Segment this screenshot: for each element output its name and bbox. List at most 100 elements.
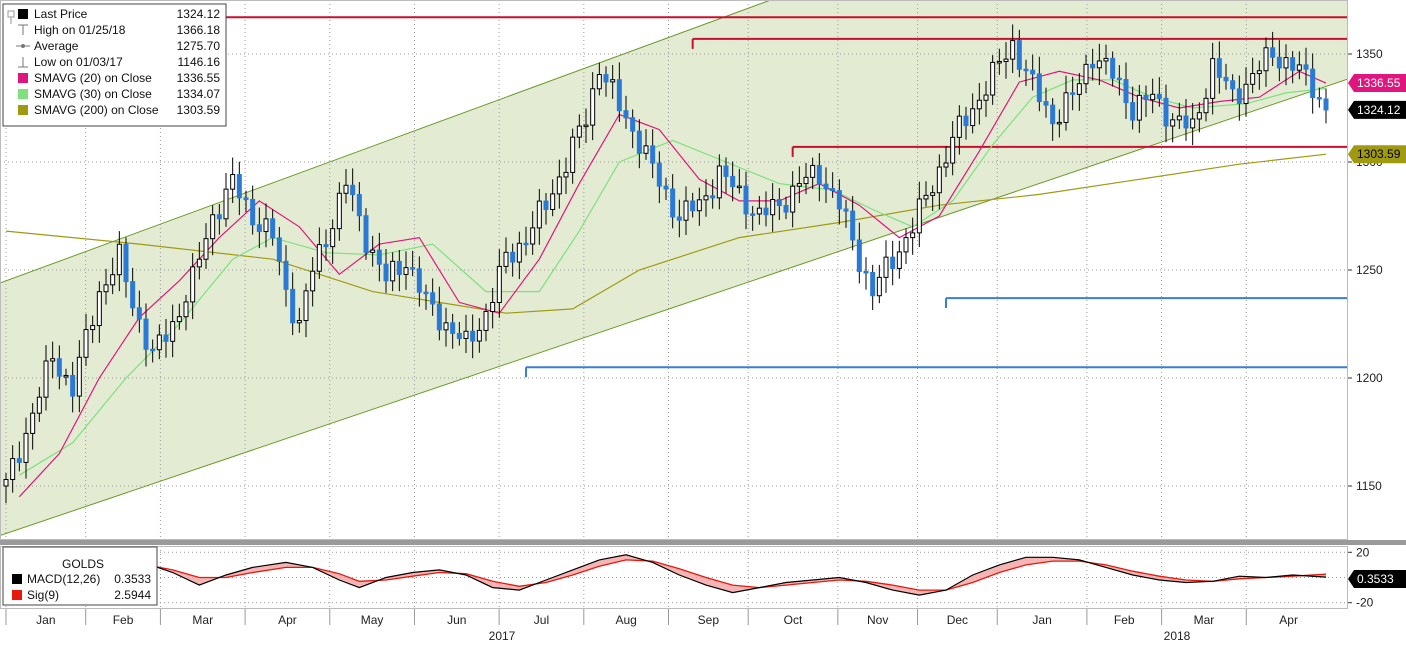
candle-body xyxy=(290,288,296,324)
candle-body xyxy=(176,316,182,323)
x-tick-label: Mar xyxy=(1194,613,1215,627)
candle-body xyxy=(1090,63,1096,69)
candle-body xyxy=(1236,88,1242,104)
candle-body xyxy=(216,214,222,220)
macd-value-tag-label: 0.3533 xyxy=(1357,572,1394,586)
candle-body xyxy=(603,74,609,83)
legend-value: 1146.16 xyxy=(178,55,221,69)
candle-body xyxy=(1270,47,1276,58)
candle-body xyxy=(356,194,362,217)
candle-body xyxy=(1136,94,1142,121)
candle-body xyxy=(890,256,896,270)
x-tick-label: Sep xyxy=(698,613,720,627)
candle-body xyxy=(876,276,882,297)
macd-title: GOLDS xyxy=(62,557,104,571)
candle-body xyxy=(283,260,289,290)
signal-line xyxy=(5,559,1327,591)
candle-body xyxy=(943,162,949,168)
x-tick-label: Oct xyxy=(784,613,803,627)
candle-body xyxy=(56,358,62,377)
macd-line xyxy=(5,554,1327,596)
candle-body xyxy=(770,199,776,216)
candle-body xyxy=(423,291,429,295)
candle-body xyxy=(10,458,16,481)
candle-body xyxy=(296,320,302,324)
candle-body xyxy=(716,165,722,199)
candle-body xyxy=(1156,93,1162,99)
candle-body xyxy=(1103,57,1109,62)
candle-body xyxy=(823,183,829,190)
candle-body xyxy=(750,213,756,216)
x-tick-label: Jun xyxy=(447,613,466,627)
high-icon xyxy=(18,24,28,35)
legend-value: 1336.55 xyxy=(177,71,221,85)
y-tick-label: 1150 xyxy=(1356,479,1382,493)
y-tick-label: 1200 xyxy=(1356,371,1383,385)
candle-body xyxy=(796,183,802,187)
candle-body xyxy=(783,205,789,213)
legend-value: 1334.07 xyxy=(177,87,221,101)
legend-label: Low on 01/03/17 xyxy=(34,55,123,69)
price-panel-border xyxy=(0,0,1348,540)
candle-body xyxy=(110,274,116,286)
x-tick-label: Aug xyxy=(615,613,636,627)
candle-body xyxy=(663,185,669,190)
candle-body xyxy=(696,199,702,212)
candle-body xyxy=(256,224,262,233)
candle-body xyxy=(643,145,649,154)
candle-body xyxy=(436,303,442,331)
candle-body xyxy=(1176,115,1182,121)
candle-body xyxy=(636,130,642,154)
value-tag-label: 1303.59 xyxy=(1357,147,1401,161)
price-plot xyxy=(0,0,1348,540)
candle-body xyxy=(1170,119,1176,127)
candle-body xyxy=(123,243,129,283)
legend-label: SMAVG (30) on Close xyxy=(34,87,152,101)
candle-body xyxy=(330,228,336,248)
candle-body xyxy=(1196,112,1202,120)
value-tag-label: 1324.12 xyxy=(1357,103,1401,117)
panel-separator xyxy=(0,540,1406,545)
macd-y-tick-label: 20 xyxy=(1356,545,1370,559)
candle-body xyxy=(1110,57,1116,79)
candle-body xyxy=(1063,92,1069,123)
candle-body xyxy=(1056,121,1062,125)
candle-body xyxy=(276,237,282,262)
candle-body xyxy=(1050,104,1056,125)
x-tick-label: Nov xyxy=(867,613,888,627)
candle-body xyxy=(836,190,842,210)
legend-value: 1366.18 xyxy=(177,23,221,37)
candle-body xyxy=(570,136,576,173)
candle-body xyxy=(683,200,689,221)
macd-panel-border xyxy=(0,546,1348,609)
candle-body xyxy=(963,115,969,127)
candle-body xyxy=(1190,118,1196,129)
candle-body xyxy=(676,216,682,221)
candle-body xyxy=(496,265,502,303)
candle-body xyxy=(956,115,962,138)
candle-body xyxy=(830,188,836,192)
x-tick-label: Mar xyxy=(192,613,213,627)
candle-body xyxy=(503,251,509,267)
candle-body xyxy=(136,307,142,320)
candle-body xyxy=(483,311,489,331)
x-tick-label: Apr xyxy=(1279,613,1298,627)
macd-legend-label: Sig(9) xyxy=(27,588,59,602)
candle-body xyxy=(930,192,936,196)
candle-body xyxy=(523,242,529,246)
candle-body xyxy=(270,218,276,239)
candle-body xyxy=(1083,63,1089,85)
candle-body xyxy=(736,185,742,189)
candle-body xyxy=(1296,64,1302,71)
candle-body xyxy=(450,322,456,334)
legend-label: SMAVG (20) on Close xyxy=(34,71,152,85)
candle-body xyxy=(370,249,376,253)
candle-body xyxy=(1290,57,1296,71)
macd-value-tag-bg xyxy=(1348,570,1406,589)
candle-body xyxy=(376,249,382,265)
candle-body xyxy=(983,94,989,101)
candle-body xyxy=(1263,47,1269,72)
candle-body xyxy=(323,244,329,248)
